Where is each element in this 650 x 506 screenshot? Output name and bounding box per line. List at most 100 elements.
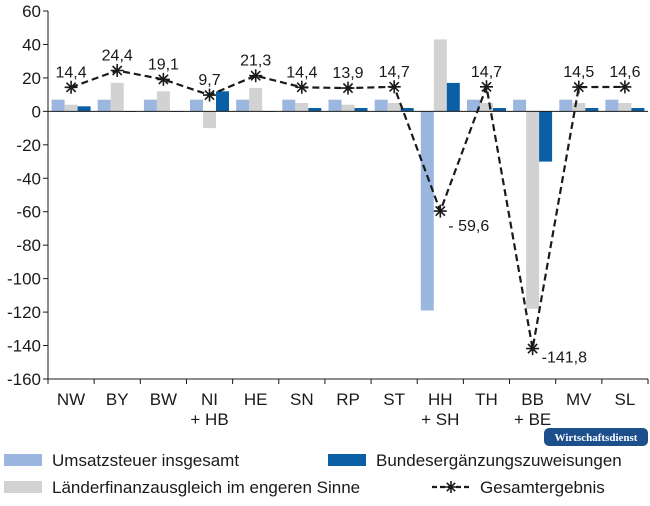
bar-1-9 (420, 111, 434, 311)
bar-3-10 (493, 108, 506, 112)
x-tick-label: BY (106, 390, 129, 409)
bar-3-1 (77, 106, 91, 112)
x-tick-label: TH (475, 390, 498, 409)
x-tick-label: HE (244, 390, 268, 409)
total-marker-2 (110, 64, 124, 77)
bar-2-13 (618, 103, 632, 112)
y-tick-label: -20 (16, 136, 41, 155)
bar-3-8 (400, 108, 414, 112)
x-tick-label: NW (57, 390, 85, 409)
legend-label-4: Gesamtergebnis (480, 478, 605, 497)
total-marker-5-shape (249, 69, 263, 83)
bar-1-3 (143, 99, 157, 112)
publisher-badge-background (544, 428, 648, 446)
bar-1-8 (374, 99, 388, 112)
bar-1-4 (190, 99, 203, 112)
bar-2-12 (572, 103, 586, 112)
y-tick-label: 40 (22, 35, 41, 54)
legend-marker-4 (445, 481, 457, 493)
y-tick-label: -120 (7, 303, 41, 322)
x-tick-label: HH (428, 390, 453, 409)
x-tick-label: MV (566, 390, 592, 409)
total-label-2: 24,4 (102, 48, 133, 65)
bar-2-6 (295, 103, 309, 112)
total-label-7: 13,9 (332, 65, 363, 82)
bar-1-7 (328, 99, 342, 112)
bar-2-1 (64, 104, 78, 112)
total-label-12: 14,5 (563, 64, 594, 81)
total-marker-6-shape (295, 80, 309, 94)
total-marker-10-shape (480, 80, 493, 94)
x-tick-label: SL (615, 390, 636, 409)
x-tick-label: ST (383, 390, 405, 409)
total-marker-8-shape (387, 80, 401, 94)
x-tick-label: NI (201, 390, 218, 409)
legend: Umsatzsteuer insgesamt Bundesergänzungszu… (4, 451, 622, 497)
publisher-badge: Wirtschaftsdienst (544, 428, 648, 446)
legend-swatch-1 (4, 454, 42, 466)
total-marker-5 (249, 69, 263, 83)
bar-1-12 (559, 99, 573, 112)
total-marker-1-shape (64, 80, 78, 94)
y-tick-label: -160 (7, 370, 41, 389)
legend-marker-4-shape (445, 481, 457, 493)
y-tick-label: 0 (32, 102, 41, 121)
total-marker-4-shape (203, 88, 216, 102)
total-label-10: 14,7 (471, 64, 502, 81)
total-marker-3 (156, 72, 170, 86)
bar-3-9 (446, 82, 460, 112)
y-tick-label: -60 (16, 203, 41, 222)
bar-3-13 (631, 108, 645, 112)
total-marker-13 (618, 80, 632, 94)
legend-swatch-2 (4, 481, 42, 493)
total-marker-4 (203, 88, 216, 102)
bar-1-6 (282, 99, 296, 112)
bar-2-7 (341, 104, 355, 112)
total-label-8: 14,7 (379, 64, 410, 81)
bar-2-11 (526, 111, 540, 309)
total-marker-12-shape (572, 80, 586, 94)
total-marker-7 (341, 81, 355, 95)
total-label-3: 19,1 (148, 56, 179, 73)
total-marker-3-shape (156, 72, 170, 86)
bar-3-12 (585, 108, 599, 112)
bar-2-2 (110, 82, 124, 112)
legend-swatch-3 (328, 454, 366, 466)
total-label-5: 21,3 (240, 53, 271, 70)
total-marker-13-shape (618, 80, 632, 94)
total-label-4: 9,7 (198, 72, 220, 89)
bar-1-11 (513, 99, 527, 112)
x-tick-label: + BE (514, 410, 551, 429)
total-marker-1 (64, 80, 78, 94)
total-marker-9-shape (433, 204, 447, 218)
bar-2-10 (480, 103, 493, 112)
bar-3-11 (539, 111, 553, 162)
x-tick-label: RP (336, 390, 360, 409)
total-label-6: 14,4 (286, 64, 317, 81)
x-tick-label: BB (521, 390, 544, 409)
total-marker-7-shape (341, 81, 355, 95)
total-marker-8 (387, 80, 401, 94)
total-label-13: 14,6 (609, 64, 640, 81)
total-marker-12 (572, 80, 586, 94)
bar-2-9 (433, 39, 447, 112)
bar-2-8 (387, 103, 401, 112)
publisher-badge-text: Wirtschaftsdienst (555, 432, 638, 444)
total-marker-11 (526, 342, 540, 356)
x-tick-label: BW (150, 390, 177, 409)
bar-2-5 (249, 87, 263, 112)
bar-1-13 (605, 99, 619, 112)
plot-area: 14,4 24,4 19,1 9,7 21,3 14,4 13,9 14,7 - 59,6 14,… (48, 39, 648, 367)
bar-1-5 (236, 99, 250, 112)
total-marker-2-shape (110, 64, 124, 77)
total-label-1: 14,4 (56, 64, 87, 81)
bar-2-4 (203, 111, 216, 129)
bar-3-7 (354, 108, 368, 112)
total-label-11: -141,8 (542, 350, 587, 367)
x-tick-label: + SH (421, 410, 459, 429)
bar-2-3 (156, 91, 170, 112)
total-marker-9 (433, 204, 447, 218)
y-tick-label: -100 (7, 270, 41, 289)
x-tick-label: + HB (190, 410, 228, 429)
x-tick-label: SN (290, 390, 314, 409)
